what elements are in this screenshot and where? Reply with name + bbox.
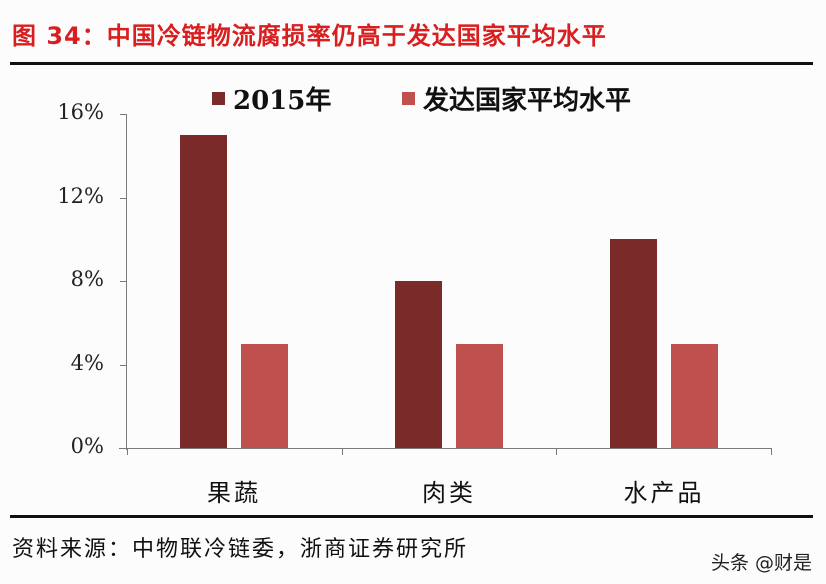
x-tick <box>556 448 557 455</box>
y-tick <box>120 281 127 282</box>
x-tick <box>342 448 343 455</box>
bar-developed-avg <box>456 344 503 448</box>
y-tick-label: 12% <box>57 183 104 208</box>
watermark: 头条 @财是 <box>710 552 812 574</box>
y-tick <box>120 114 127 115</box>
legend-item-2015: 2015年 <box>212 80 331 117</box>
chart-legend: 2015年 发达国家平均水平 <box>0 80 826 120</box>
chart-title: 图 34：中国冷链物流腐损率仍高于发达国家平均水平 <box>12 22 607 50</box>
y-tick-label: 8% <box>70 267 104 291</box>
y-tick <box>120 364 127 366</box>
source-note: 资料来源：中物联冷链委，浙商证券研究所 <box>12 537 469 562</box>
x-category-label: 水产品 <box>623 479 705 507</box>
bar-2015 <box>610 239 657 448</box>
footer-divider <box>10 515 813 518</box>
bar-2015 <box>180 135 227 448</box>
y-tick <box>120 197 127 199</box>
y-tick-label: 16% <box>57 100 104 124</box>
bar-2015 <box>395 281 442 448</box>
y-tick <box>120 448 127 449</box>
y-tick-label: 4% <box>70 350 104 375</box>
y-tick-label: 0% <box>70 434 104 458</box>
title-divider <box>10 62 813 65</box>
legend-label: 2015年 <box>233 86 332 116</box>
bar-developed-avg <box>671 344 718 448</box>
y-axis <box>126 114 127 450</box>
x-category-label: 肉类 <box>422 479 476 507</box>
bar-developed-avg <box>241 344 288 448</box>
x-axis <box>119 448 771 449</box>
legend-item-developed-avg: 发达国家平均水平 <box>402 80 631 117</box>
legend-swatch-2015 <box>212 92 225 105</box>
x-tick <box>127 448 128 455</box>
x-category-label: 果蔬 <box>207 479 261 507</box>
x-tick <box>771 448 772 455</box>
legend-label: 发达国家平均水平 <box>423 86 632 116</box>
legend-swatch-developed-avg <box>402 92 415 105</box>
